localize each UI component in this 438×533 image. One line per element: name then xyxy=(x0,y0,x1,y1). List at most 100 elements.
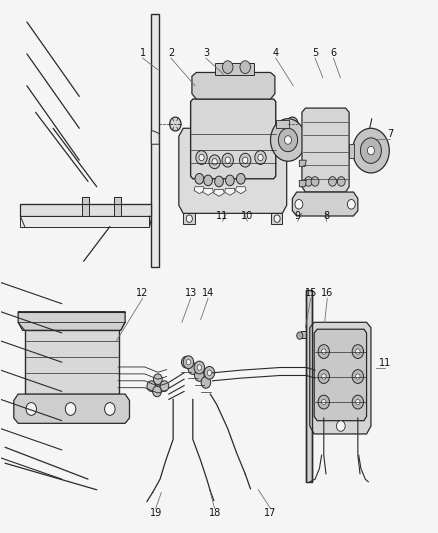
Polygon shape xyxy=(151,131,159,144)
Circle shape xyxy=(65,402,76,415)
Circle shape xyxy=(356,349,360,354)
Circle shape xyxy=(207,370,212,375)
Circle shape xyxy=(337,176,345,186)
Circle shape xyxy=(287,117,298,131)
Polygon shape xyxy=(225,188,235,195)
Polygon shape xyxy=(314,329,367,421)
Bar xyxy=(114,197,121,216)
Polygon shape xyxy=(236,187,246,193)
Circle shape xyxy=(195,173,204,184)
Polygon shape xyxy=(203,188,213,195)
Circle shape xyxy=(152,386,161,397)
Circle shape xyxy=(353,128,389,173)
Polygon shape xyxy=(292,192,358,216)
Polygon shape xyxy=(14,394,130,423)
Circle shape xyxy=(352,369,364,383)
Circle shape xyxy=(243,157,248,164)
Circle shape xyxy=(204,175,212,185)
Bar xyxy=(25,330,119,394)
Bar xyxy=(215,63,254,75)
Text: 5: 5 xyxy=(312,48,318,58)
Circle shape xyxy=(258,155,263,161)
Polygon shape xyxy=(191,99,276,179)
Text: 13: 13 xyxy=(184,288,197,298)
Text: 9: 9 xyxy=(294,211,300,221)
Circle shape xyxy=(352,395,364,409)
Bar xyxy=(306,290,311,482)
Circle shape xyxy=(352,345,364,359)
Circle shape xyxy=(255,151,266,165)
Circle shape xyxy=(274,215,280,222)
Circle shape xyxy=(183,356,194,368)
Circle shape xyxy=(225,157,230,164)
Circle shape xyxy=(196,151,207,165)
Bar xyxy=(151,14,159,266)
Circle shape xyxy=(197,365,201,370)
Circle shape xyxy=(336,421,345,431)
Circle shape xyxy=(204,367,215,379)
Polygon shape xyxy=(276,120,289,128)
Circle shape xyxy=(295,199,303,209)
Circle shape xyxy=(367,147,374,155)
Bar xyxy=(82,197,89,216)
Text: 17: 17 xyxy=(264,508,277,519)
Polygon shape xyxy=(301,332,306,338)
Text: 10: 10 xyxy=(241,211,254,221)
Polygon shape xyxy=(302,108,349,192)
Circle shape xyxy=(201,376,211,388)
Circle shape xyxy=(199,155,204,161)
Polygon shape xyxy=(310,322,371,434)
Circle shape xyxy=(209,155,220,168)
Circle shape xyxy=(222,154,233,167)
Circle shape xyxy=(26,402,36,415)
Circle shape xyxy=(194,369,204,381)
Circle shape xyxy=(226,175,234,185)
Circle shape xyxy=(311,176,319,186)
Circle shape xyxy=(153,374,162,384)
Circle shape xyxy=(223,61,233,74)
Text: 18: 18 xyxy=(208,508,221,519)
Text: 19: 19 xyxy=(149,508,162,519)
Circle shape xyxy=(105,402,115,415)
Circle shape xyxy=(181,357,191,368)
Circle shape xyxy=(212,159,217,165)
Circle shape xyxy=(271,119,305,161)
Text: 2: 2 xyxy=(168,48,174,58)
Circle shape xyxy=(360,138,381,164)
Circle shape xyxy=(285,136,291,144)
Circle shape xyxy=(328,176,336,186)
Polygon shape xyxy=(299,180,306,187)
Circle shape xyxy=(321,349,326,354)
Circle shape xyxy=(188,363,198,374)
Text: 11: 11 xyxy=(216,211,229,221)
Polygon shape xyxy=(183,213,195,224)
Circle shape xyxy=(304,176,312,186)
Polygon shape xyxy=(192,72,275,99)
Text: 16: 16 xyxy=(321,288,333,298)
Polygon shape xyxy=(214,189,224,196)
Text: 14: 14 xyxy=(202,288,214,298)
Polygon shape xyxy=(18,312,125,330)
Polygon shape xyxy=(20,204,151,216)
Circle shape xyxy=(318,345,329,359)
Bar xyxy=(349,144,354,158)
Polygon shape xyxy=(20,216,149,227)
Circle shape xyxy=(356,399,360,405)
Polygon shape xyxy=(194,187,205,193)
Polygon shape xyxy=(299,160,306,166)
Circle shape xyxy=(186,360,191,365)
Circle shape xyxy=(321,374,326,379)
Circle shape xyxy=(240,61,251,74)
Text: 6: 6 xyxy=(330,48,336,58)
Circle shape xyxy=(347,199,355,209)
Circle shape xyxy=(318,369,329,383)
Circle shape xyxy=(160,381,169,391)
Circle shape xyxy=(186,215,192,222)
Circle shape xyxy=(170,117,181,131)
Text: 3: 3 xyxy=(203,48,209,58)
Circle shape xyxy=(318,395,329,409)
Text: 1: 1 xyxy=(140,48,146,58)
Polygon shape xyxy=(179,128,287,213)
Circle shape xyxy=(237,173,245,184)
Polygon shape xyxy=(272,213,283,224)
